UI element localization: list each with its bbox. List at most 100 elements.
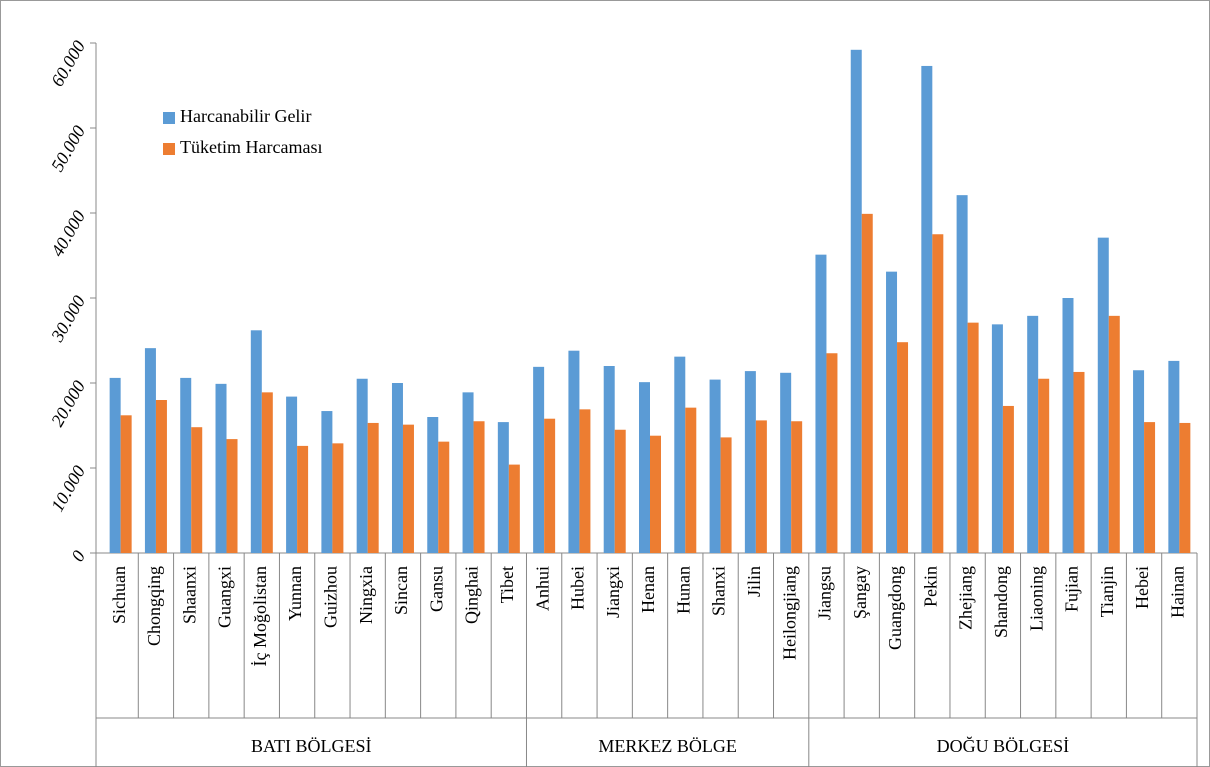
bar [427,417,439,553]
bar [744,371,756,553]
bar [462,392,474,553]
bar [191,427,203,553]
bar [473,421,485,553]
y-tick-label: 40.000 [47,207,89,260]
x-tick-label: Hainan [1167,566,1187,618]
bar [956,195,968,553]
bar [533,366,545,553]
bar [780,372,792,553]
x-tick-label: Shanxi [709,566,729,616]
x-tick-label: Zhejiang [956,566,976,630]
bar [286,396,298,553]
bar [321,411,333,553]
bar [1133,370,1145,553]
bar [120,415,132,553]
bar [614,429,626,553]
bar [1168,360,1180,553]
bar [685,407,697,553]
bar [568,350,580,553]
bar [438,441,450,553]
bar [1062,298,1074,553]
x-tick-label: Liaoning [1026,566,1046,631]
x-tick-label: Chongqing [144,566,164,646]
bar [815,254,827,553]
y-tick-label: 30.000 [46,292,89,346]
x-tick-label: Anhui [532,566,552,611]
x-tick-label: Fujian [1062,566,1082,612]
x-tick-label: Pekin [920,566,940,607]
bar [109,377,121,553]
bar [215,383,227,553]
bar [897,342,909,553]
bar [544,418,556,553]
group-label: BATI BÖLGESİ [251,736,372,756]
bar [261,392,273,553]
bar [180,377,192,553]
bar [1144,422,1156,553]
bar [921,65,933,553]
group-label: MERKEZ BÖLGE [598,736,737,756]
bar [332,443,344,553]
bar [391,383,403,553]
bar [991,324,1003,553]
x-tick-label: Hunan [673,566,693,614]
x-tick-label: Jiangsu [815,566,835,620]
bar [250,330,262,553]
bar [709,379,721,553]
group-label: DOĞU BÖLGESİ [937,735,1070,756]
x-tick-label: Qinghai [462,566,482,624]
x-tick-label: Hebei [1132,566,1152,609]
x-tick-label: Sichuan [109,566,129,624]
legend-swatch [163,112,175,124]
x-tick-label: Ningxia [356,566,376,624]
x-tick-label: Gansu [426,566,446,612]
bar [826,353,838,553]
x-tick-label: Jiangxi [603,566,623,618]
x-tick-label: Shandong [991,566,1011,638]
bar [1038,378,1050,553]
bar [356,378,368,553]
x-tick-label: Şangay [850,566,870,619]
legend-swatch [163,143,175,155]
x-tick-label: Heilongjiang [779,566,799,660]
bar [367,422,379,553]
bar [497,422,509,553]
bar [674,356,686,553]
x-tick-label: Henan [638,566,658,613]
bar [850,49,862,554]
bar [967,322,979,553]
x-tick-label: Tibet [497,566,517,603]
y-tick-label: 10.000 [47,462,89,515]
bar [755,420,767,553]
x-tick-label: Sincan [391,566,411,615]
x-tick-label: Jilin [744,566,764,597]
legend-label: Tüketim Harcaması [180,137,322,157]
bar [226,439,238,553]
bar [297,445,309,553]
bar [1097,237,1109,553]
bar [639,382,650,553]
bar [720,437,732,553]
y-tick-label: 20.000 [47,377,89,430]
bar [603,366,615,553]
bar [144,348,156,553]
bar [579,409,591,553]
x-tick-label: Guizhou [321,566,341,628]
bar [1179,422,1191,553]
x-tick-label: Yunnan [285,566,305,621]
bar [402,424,414,553]
bar [1002,405,1014,553]
y-tick-label: 50.000 [47,122,89,175]
bar [861,213,873,553]
bar [1108,315,1120,553]
bar [886,271,898,553]
x-tick-label: Guangdong [885,566,905,650]
bar [508,464,520,553]
bar [155,400,167,553]
x-tick-label: Shaanxi [179,566,199,624]
x-tick-label: Guangxi [215,566,235,628]
x-tick-label: Hubei [568,566,588,610]
bar [650,435,661,553]
x-tick-label: Tianjin [1097,566,1117,617]
